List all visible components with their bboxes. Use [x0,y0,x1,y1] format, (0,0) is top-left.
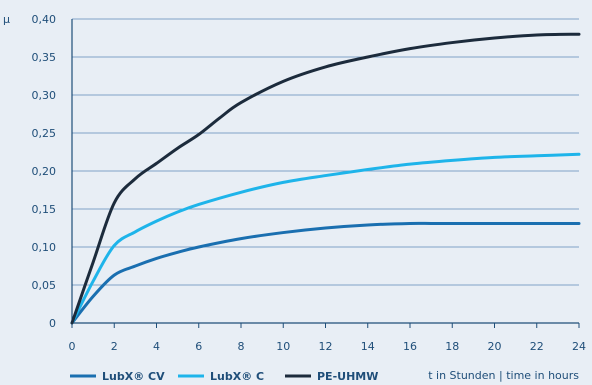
x-tick-label: 0 [69,340,76,353]
y-axis-label: µ [3,13,10,26]
y-tick-label: 0,20 [32,165,57,178]
y-tick-label: 0,30 [32,89,57,102]
x-tick-label: 10 [276,340,290,353]
legend: LubX® CV LubX® C PE-UHMW [70,370,378,383]
y-tick-label: 0,10 [32,241,57,254]
x-tick-label: 24 [572,340,586,353]
x-tick-label: 20 [488,340,502,353]
y-tick-label: 0,25 [32,127,57,140]
y-tick-label: 0,35 [32,51,57,64]
x-tick-label: 14 [361,340,375,353]
x-tick-label: 18 [445,340,459,353]
x-tick-label: 16 [403,340,417,353]
x-tick-label: 6 [195,340,202,353]
x-tick-label: 22 [530,340,544,353]
series-line-lubx-c [70,152,581,325]
y-axis-ticks: 0 0,05 0,10 0,15 0,20 0,25 0,30 0,35 0,40 [32,13,57,330]
y-tick-label: 0 [49,317,56,330]
series-line-pe-uhmw [70,32,581,325]
y-tick-label: 0,40 [32,13,57,26]
legend-label-lubx-c: LubX® C [210,370,264,383]
x-axis-ticks: 0 2 4 6 8 10 12 14 16 18 20 22 24 [69,323,586,353]
x-tick-label: 2 [111,340,118,353]
x-axis-label: t in Stunden | time in hours [428,369,579,382]
grid-lines [72,18,579,286]
x-tick-label: 8 [238,340,245,353]
legend-label-lubx-cv: LubX® CV [102,370,165,383]
series-line-lubx-cv [70,221,581,325]
y-tick-label: 0,05 [32,279,57,292]
x-tick-label: 12 [319,340,333,353]
series-lines [70,32,581,325]
y-tick-label: 0,15 [32,203,57,216]
legend-label-pe-uhmw: PE-UHMW [317,370,378,383]
x-tick-label: 4 [153,340,160,353]
